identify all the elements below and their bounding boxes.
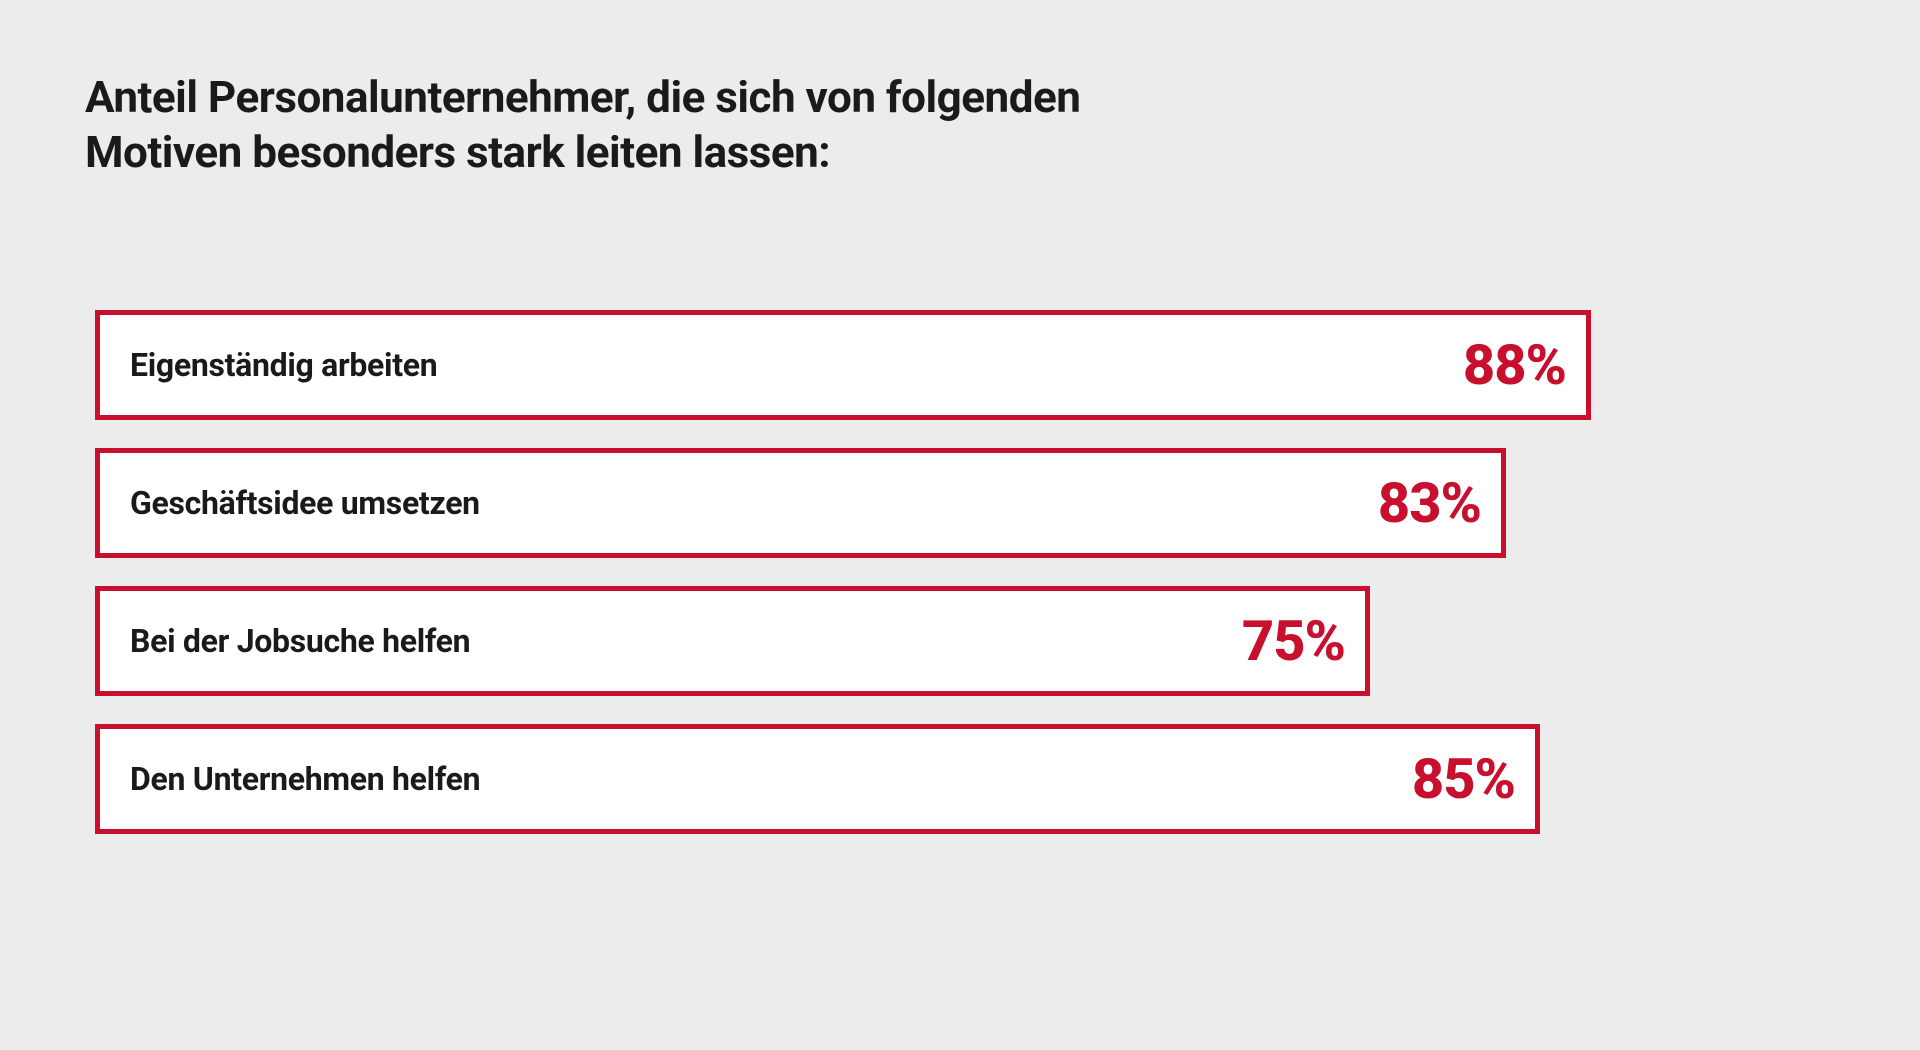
bar-label: Den Unternehmen helfen (130, 760, 480, 798)
bar-label: Eigenständig arbeiten (130, 346, 437, 384)
bar-value: 85% (1412, 746, 1515, 812)
title-line-2: Motiven besonders stark leiten lassen: (85, 126, 830, 178)
bar: Eigenständig arbeiten 88% (95, 310, 1591, 420)
bar: Geschäftsidee umsetzen 83% (95, 448, 1506, 558)
chart-title: Anteil Personalunternehmer, die sich von… (85, 70, 1835, 180)
bar-value: 88% (1463, 332, 1566, 398)
bar-label: Geschäftsidee umsetzen (130, 484, 480, 522)
bar-row: Eigenständig arbeiten 88% (95, 310, 1835, 420)
chart-container: Anteil Personalunternehmer, die sich von… (0, 0, 1920, 1050)
bar-row: Bei der Jobsuche helfen 75% (95, 586, 1835, 696)
bar-row: Den Unternehmen helfen 85% (95, 724, 1835, 834)
chart-area: Eigenständig arbeiten 88% Geschäftsidee … (85, 310, 1835, 834)
bar: Den Unternehmen helfen 85% (95, 724, 1540, 834)
bar-value: 75% (1242, 608, 1345, 674)
bar-label: Bei der Jobsuche helfen (130, 622, 470, 660)
bar-row: Geschäftsidee umsetzen 83% (95, 448, 1835, 558)
title-line-1: Anteil Personalunternehmer, die sich von… (85, 71, 1080, 123)
bar-value: 83% (1378, 470, 1481, 536)
bar: Bei der Jobsuche helfen 75% (95, 586, 1370, 696)
